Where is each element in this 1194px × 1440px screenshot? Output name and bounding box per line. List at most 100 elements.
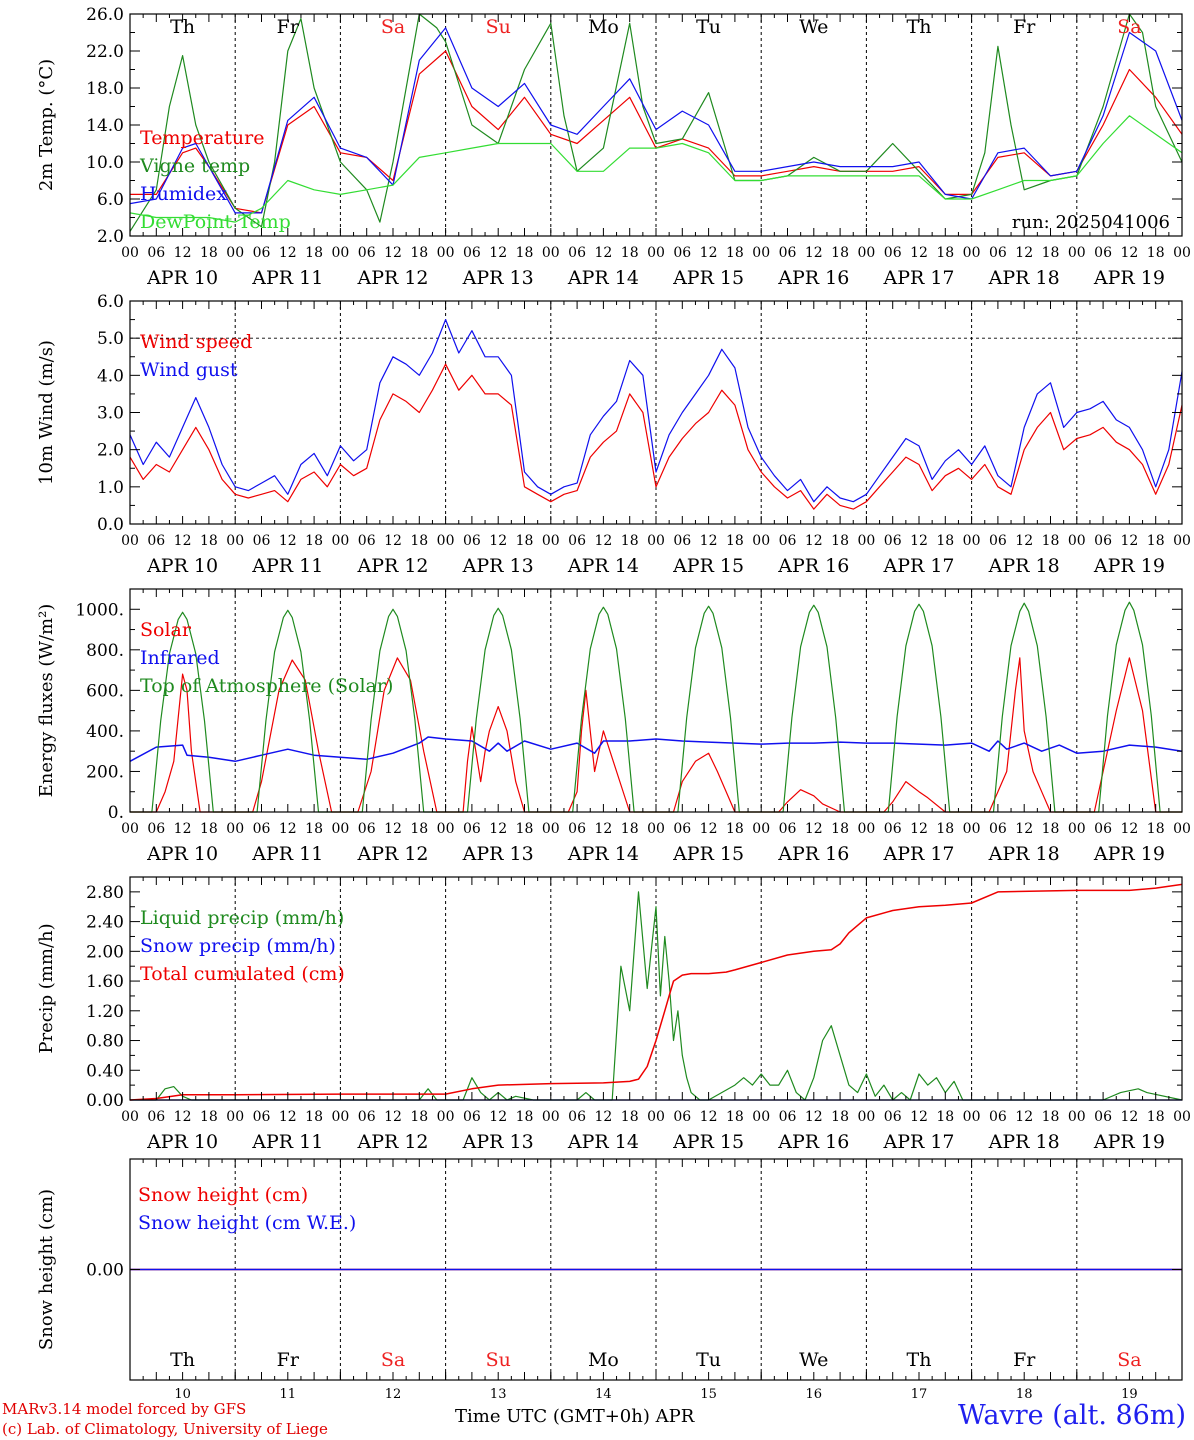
hour-tick-label: 12 <box>384 1109 402 1125</box>
weekday-label: Fr <box>277 1349 300 1371</box>
date-label: APR 15 <box>672 1131 744 1153</box>
hour-tick-label: 00 <box>542 533 560 549</box>
hour-tick-label: 06 <box>989 533 1007 549</box>
hour-tick-label: 06 <box>1094 1109 1112 1125</box>
hour-tick-label: 12 <box>910 821 928 837</box>
legend-entry: Snow height (cm) <box>138 1184 308 1206</box>
hour-tick-label: 12 <box>279 533 297 549</box>
date-label: APR 12 <box>356 1131 428 1153</box>
y-tick-label: 1.20 <box>86 1002 124 1022</box>
date-label: APR 18 <box>988 1131 1060 1153</box>
hour-tick-label: 00 <box>121 1109 139 1125</box>
y-tick-label: 3.0 <box>97 404 124 424</box>
hour-tick-label: 12 <box>805 533 823 549</box>
y-axis-label: 10m Wind (m/s) <box>36 340 57 485</box>
hour-tick-label: 00 <box>331 1109 349 1125</box>
hour-tick-label: 12 <box>594 533 612 549</box>
y-tick-label: 2.40 <box>86 913 124 933</box>
hour-tick-label: 18 <box>305 245 323 261</box>
date-label: APR 16 <box>777 843 849 865</box>
hour-tick-label: 18 <box>1147 245 1165 261</box>
hour-tick-label: 12 <box>700 533 718 549</box>
hour-tick-label: 00 <box>121 821 139 837</box>
series-line-precip-2 <box>129 883 1183 1101</box>
weekday-label: Sa <box>1117 16 1141 38</box>
hour-tick-label: 00 <box>752 245 770 261</box>
hour-tick-label: 18 <box>305 1109 323 1125</box>
weekday-label: Sa <box>1117 1349 1141 1371</box>
hour-tick-label: 18 <box>621 245 639 261</box>
legend-entry: Vigne temp <box>139 155 250 177</box>
hour-tick-label: 12 <box>594 1109 612 1125</box>
date-label: APR 11 <box>251 267 323 289</box>
hour-tick-label: 06 <box>463 1109 481 1125</box>
legend-entry: DewPoint Temp <box>140 211 291 233</box>
series-line-wind-1 <box>129 319 1183 503</box>
y-tick-label: 26.0 <box>86 5 124 25</box>
snow-day-labels: Th 10 Fr 11 Sa 12 Su 13 Mo 14 Tu 15 We 16 Th 17 Fr 18 Sa 19 <box>129 1349 1183 1402</box>
hour-tick-label: 06 <box>779 245 797 261</box>
weekday-label: We <box>799 16 828 38</box>
hour-tick-label: 18 <box>516 245 534 261</box>
hour-tick-label: 06 <box>147 245 165 261</box>
date-label: APR 12 <box>356 555 428 577</box>
weekday-label: Th <box>907 1349 932 1371</box>
hour-tick-label: 12 <box>1015 821 1033 837</box>
hour-tick-label: 00 <box>121 245 139 261</box>
legend-entry: Snow height (cm W.E.) <box>138 1212 356 1234</box>
hour-tick-label: 18 <box>200 245 218 261</box>
panel-temp: 2.0 6.0 10.0 14.0 18.0 22.0 26.0 2m Temp. (°C) T… <box>36 5 1191 289</box>
weekday-label: Su <box>486 1349 511 1371</box>
hour-tick-label: 06 <box>253 821 271 837</box>
hour-tick-label: 06 <box>779 533 797 549</box>
date-label: APR 13 <box>462 1131 534 1153</box>
hour-tick-label: 00 <box>542 245 560 261</box>
hour-tick-label: 12 <box>1015 533 1033 549</box>
date-label: APR 10 <box>146 1131 218 1153</box>
series-line-energy-1 <box>129 736 1183 763</box>
date-label: APR 14 <box>567 267 639 289</box>
hour-tick-label: 18 <box>831 1109 849 1125</box>
hour-tick-label: 18 <box>200 533 218 549</box>
day-number: 16 <box>806 1387 823 1402</box>
hour-tick-label: 18 <box>726 1109 744 1125</box>
panel-precip: 0.00 0.40 0.80 1.20 1.60 2.00 2.40 2.80 Precip (… <box>36 876 1191 1153</box>
hour-tick-label: 00 <box>542 821 560 837</box>
y-tick-label: 0. <box>108 803 124 823</box>
legend-entry: Snow precip (mm/h) <box>140 935 336 957</box>
date-label: APR 18 <box>988 843 1060 865</box>
hour-tick-label: 18 <box>305 821 323 837</box>
hour-tick-label: 06 <box>779 1109 797 1125</box>
hour-tick-label: 00 <box>226 1109 244 1125</box>
date-label: APR 19 <box>1093 843 1165 865</box>
date-label: APR 17 <box>882 555 954 577</box>
date-label: APR 16 <box>777 267 849 289</box>
hour-tick-label: 00 <box>542 1109 560 1125</box>
day-number: 11 <box>280 1387 297 1402</box>
hour-tick-label: 18 <box>305 533 323 549</box>
hour-tick-label: 12 <box>489 1109 507 1125</box>
hour-tick-label: 12 <box>1120 245 1138 261</box>
hour-tick-label: 06 <box>358 821 376 837</box>
hour-tick-label: 00 <box>226 533 244 549</box>
date-label: APR 16 <box>777 555 849 577</box>
weekday-label: Th <box>170 1349 195 1371</box>
hour-tick-label: 12 <box>384 245 402 261</box>
y-tick-label: 0.00 <box>86 1091 124 1111</box>
date-label: APR 13 <box>462 843 534 865</box>
hour-tick-label: 18 <box>200 1109 218 1125</box>
plot-frame <box>129 588 1183 813</box>
date-label: APR 16 <box>777 1131 849 1153</box>
date-label: APR 15 <box>672 555 744 577</box>
hour-tick-label: 12 <box>700 245 718 261</box>
hour-tick-label: 00 <box>752 821 770 837</box>
hour-tick-label: 00 <box>1173 821 1191 837</box>
date-label: APR 17 <box>882 267 954 289</box>
hour-tick-label: 06 <box>463 245 481 261</box>
hour-tick-label: 00 <box>963 821 981 837</box>
y-tick-label: 1000. <box>75 600 124 620</box>
hour-tick-label: 06 <box>358 245 376 261</box>
hour-tick-label: 12 <box>489 245 507 261</box>
hour-tick-label: 00 <box>331 245 349 261</box>
weekday-label: Mo <box>588 1349 619 1371</box>
